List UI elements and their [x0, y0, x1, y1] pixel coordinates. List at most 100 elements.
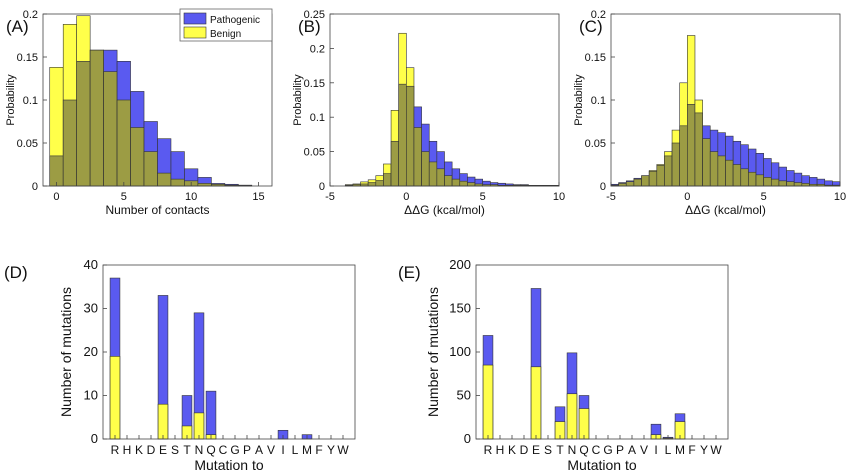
x-tick-label: Q — [579, 443, 588, 457]
x-tick-label: K — [508, 443, 516, 457]
y-tick-label: 0.05 — [17, 138, 38, 150]
bar-overlap-0 — [49, 155, 64, 187]
x-tick-label: 10 — [185, 191, 197, 203]
bar-overlap-19 — [755, 174, 764, 187]
bar-overlap-16 — [732, 164, 742, 187]
bar-overlap-4 — [375, 180, 384, 187]
panel-label: (C) — [579, 17, 603, 36]
axes-box — [102, 264, 356, 440]
x-tick-label: N — [195, 443, 204, 457]
bar-overlap-9 — [170, 178, 185, 187]
x-tick-label: V — [267, 443, 275, 457]
bar-overlap-15 — [725, 159, 734, 187]
bar-overlap-5 — [383, 173, 392, 187]
y-axis-label: Number of mutations — [58, 287, 74, 417]
bar-overlap-11 — [694, 112, 703, 187]
bar-benign-R — [482, 364, 494, 440]
y-tick-label: 0.15 — [585, 52, 606, 64]
x-tick-label: M — [302, 443, 312, 457]
y-tick-label: 0 — [91, 431, 98, 446]
x-tick-label: H — [123, 443, 132, 457]
bar-overlap-5 — [116, 99, 131, 187]
x-tick-label: R — [484, 443, 493, 457]
x-axis-label: Number of contacts — [105, 203, 209, 217]
x-tick-label: 5 — [480, 191, 486, 203]
bar-overlap-12 — [436, 168, 445, 187]
x-tick-label: W — [710, 443, 722, 457]
bar-overlap-6 — [390, 140, 400, 187]
x-tick-label: F — [315, 443, 322, 457]
bar-benign-N — [566, 393, 578, 440]
y-tick-label: 0.05 — [304, 147, 325, 159]
bar-overlap-24 — [793, 182, 803, 187]
bar-overlap-14 — [717, 155, 726, 187]
y-axis-label: Probability — [573, 74, 585, 126]
legend-label-benign: Benign — [210, 29, 241, 40]
bar-benign-Q — [578, 408, 590, 440]
x-tick-label: I — [654, 443, 657, 457]
x-tick-label: T — [183, 443, 191, 457]
y-tick-label: 0.15 — [17, 52, 38, 64]
x-tick-label: F — [688, 443, 695, 457]
y-tick-label: 10 — [84, 388, 98, 403]
bar-overlap-10 — [687, 104, 696, 187]
x-tick-label: I — [281, 443, 284, 457]
y-tick-label: 30 — [84, 301, 98, 316]
x-tick-label: 5 — [761, 191, 767, 203]
panel-a: 0 0.05 0.1 0.15 0.2 0 5 10 15 Number of contacts P… — [5, 8, 273, 217]
y-tick-label: 20 — [84, 344, 98, 359]
x-tick-label: L — [665, 443, 672, 457]
y-tick-label: 0.2 — [591, 9, 606, 21]
panel-e: R H K D E S T N Q C G P A V I L M F Y W 0 50 100 150 200 Mutation… — [398, 257, 729, 473]
x-tick-label: A — [628, 443, 636, 457]
bar-benign-R — [109, 356, 121, 440]
x-tick-label: A — [255, 443, 263, 457]
bar-overlap-13 — [444, 175, 453, 187]
bar-overlap-6 — [130, 127, 145, 187]
y-axis-label: Probability — [292, 74, 304, 126]
y-tick-label: 0 — [600, 181, 606, 193]
x-tick-label: G — [603, 443, 612, 457]
bar-overlap-8 — [671, 142, 680, 187]
x-tick-label: P — [243, 443, 251, 457]
x-tick-label: S — [171, 443, 179, 457]
x-tick-label: L — [292, 443, 299, 457]
x-tick-label: 15 — [252, 191, 264, 203]
y-tick-label: 40 — [84, 257, 98, 272]
panel-label: (E) — [398, 263, 421, 282]
y-axis-label: Number of mutations — [425, 287, 441, 417]
x-tick-label: 5 — [121, 191, 127, 203]
x-tick-label: S — [544, 443, 552, 457]
x-tick-label: N — [568, 443, 577, 457]
bar-overlap-3 — [89, 49, 104, 187]
panel-label: (D) — [4, 263, 28, 282]
y-tick-label: 0.05 — [585, 138, 606, 150]
bar-overlap-4 — [103, 71, 118, 187]
panel-d: R H K D E S T N Q C G P A V I L M F Y W 0 10 20 30 40 Mutation to… — [4, 257, 356, 473]
bar-overlap-21 — [770, 178, 780, 187]
legend-swatch-benign — [183, 26, 207, 39]
bar-overlap-9 — [679, 125, 688, 187]
y-tick-label: 0.25 — [304, 9, 325, 21]
bar-overlap-2 — [625, 181, 635, 187]
x-tick-label: E — [532, 443, 540, 457]
x-tick-label: -5 — [606, 191, 616, 203]
bar-overlap-11 — [428, 161, 438, 187]
x-tick-label: 10 — [553, 191, 565, 203]
bar-overlap-8 — [157, 172, 172, 187]
bar-overlap-14 — [451, 178, 461, 187]
y-tick-label: 0.2 — [310, 43, 325, 55]
bar-overlap-12 — [702, 138, 711, 187]
bar-overlap-13 — [709, 151, 719, 187]
axes-box — [475, 264, 729, 440]
x-tick-label: -5 — [325, 191, 335, 203]
x-tick-label: H — [496, 443, 505, 457]
x-tick-label: D — [520, 443, 529, 457]
x-tick-label: Y — [700, 443, 708, 457]
bar-pathogenic-Q — [205, 390, 217, 440]
bar-overlap-2 — [76, 60, 91, 187]
bar-overlap-7 — [143, 151, 158, 187]
bar-benign-E — [530, 366, 542, 440]
